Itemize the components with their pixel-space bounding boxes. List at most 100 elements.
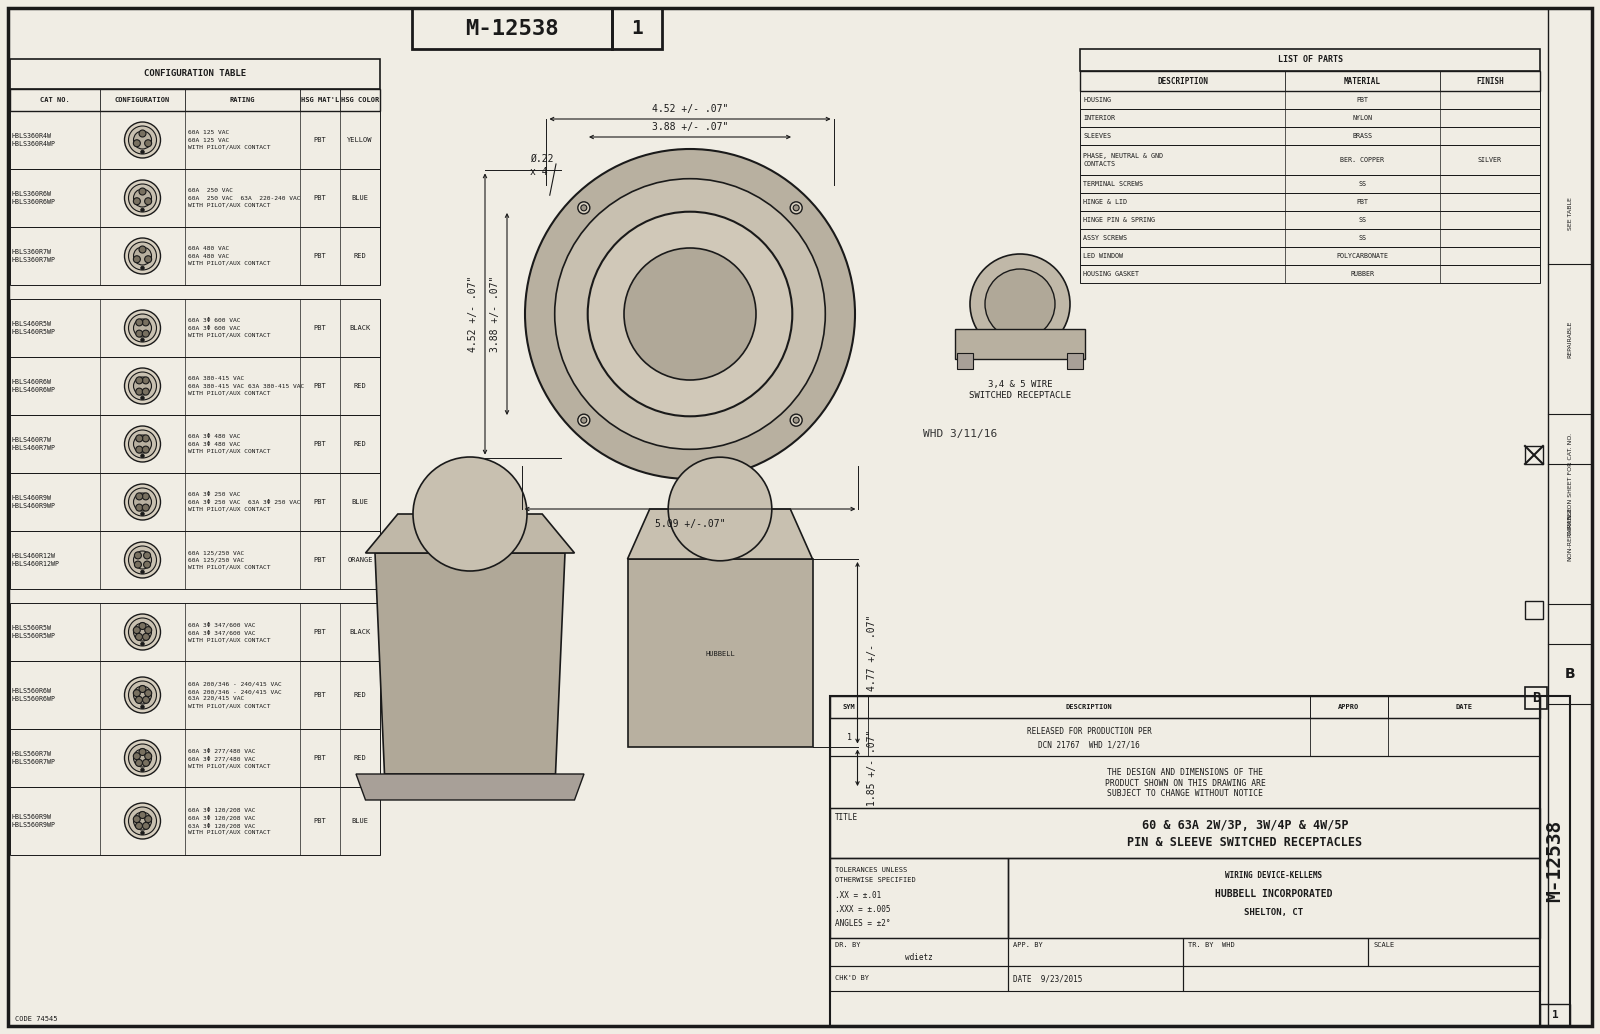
Text: PBT: PBT — [314, 136, 326, 143]
Circle shape — [128, 488, 157, 516]
Text: PRODUCT SHOWN ON THIS DRAWING ARE: PRODUCT SHOWN ON THIS DRAWING ARE — [1104, 779, 1266, 788]
Text: 60A 3Φ 480 VAC
60A 3Φ 480 VAC
WITH PILOT/AUX CONTACT: 60A 3Φ 480 VAC 60A 3Φ 480 VAC WITH PILOT… — [189, 434, 270, 454]
Text: RED: RED — [354, 253, 366, 258]
Circle shape — [134, 561, 141, 568]
Bar — [1080, 193, 1539, 211]
Bar — [611, 8, 662, 49]
Circle shape — [133, 197, 141, 205]
Text: RED: RED — [354, 440, 366, 447]
Text: DCN 21767  WHD 1/27/16: DCN 21767 WHD 1/27/16 — [1038, 740, 1139, 749]
Bar — [1008, 966, 1182, 991]
Text: CONFIGURATION: CONFIGURATION — [115, 97, 170, 103]
Text: 1: 1 — [1552, 1010, 1558, 1020]
Text: WIRING DEVICE-KELLEMS: WIRING DEVICE-KELLEMS — [1226, 871, 1323, 880]
Text: OTHERWISE SPECIFIED: OTHERWISE SPECIFIED — [835, 877, 915, 883]
Circle shape — [133, 690, 141, 697]
Circle shape — [128, 546, 157, 574]
Text: HOUSING GASKET: HOUSING GASKET — [1083, 271, 1139, 277]
Circle shape — [136, 493, 142, 499]
Text: DIMENSION SHEET FOR CAT. NO.: DIMENSION SHEET FOR CAT. NO. — [1568, 433, 1573, 535]
Text: LIST OF PARTS: LIST OF PARTS — [1277, 56, 1342, 64]
Text: RATING: RATING — [230, 97, 256, 103]
Circle shape — [133, 624, 152, 641]
Polygon shape — [627, 559, 813, 747]
Circle shape — [624, 248, 757, 381]
Circle shape — [128, 184, 157, 212]
Circle shape — [128, 744, 157, 772]
Text: PBT: PBT — [314, 499, 326, 505]
Text: PBT: PBT — [314, 440, 326, 447]
Bar — [830, 966, 1008, 991]
Bar — [1008, 858, 1539, 938]
Text: ANGLES = ±2°: ANGLES = ±2° — [835, 919, 891, 929]
Circle shape — [136, 634, 142, 640]
Bar — [10, 661, 381, 729]
Bar — [1067, 353, 1083, 369]
Bar — [830, 938, 1008, 966]
Text: CONFIGURATION TABLE: CONFIGURATION TABLE — [144, 69, 246, 79]
Circle shape — [136, 446, 142, 453]
Text: SWITCHED RECEPTACLE: SWITCHED RECEPTACLE — [970, 392, 1070, 400]
Text: 3,4 & 5 WIRE: 3,4 & 5 WIRE — [987, 379, 1053, 389]
Circle shape — [986, 269, 1054, 339]
Circle shape — [133, 255, 141, 263]
Text: PBT: PBT — [314, 818, 326, 824]
Bar — [830, 756, 1539, 808]
Text: ASSY SCREWS: ASSY SCREWS — [1083, 235, 1126, 241]
Circle shape — [133, 493, 152, 511]
Bar — [1080, 247, 1539, 265]
Bar — [1080, 265, 1539, 283]
Text: BLACK: BLACK — [349, 325, 371, 331]
Circle shape — [142, 696, 149, 703]
Text: HBLS460R9W
HBLS460R9WP: HBLS460R9W HBLS460R9WP — [13, 494, 56, 510]
Circle shape — [128, 314, 157, 342]
Bar — [957, 353, 973, 369]
Text: 1.85 +/- .07": 1.85 +/- .07" — [867, 730, 877, 805]
Text: PBT: PBT — [1357, 97, 1368, 103]
Text: NON-REPAIRABLE: NON-REPAIRABLE — [1568, 507, 1573, 561]
Text: 60A 380-415 VAC
60A 380-415 VAC 63A 380-415 VAC
WITH PILOT/AUX CONTACT: 60A 380-415 VAC 60A 380-415 VAC 63A 380-… — [189, 376, 304, 395]
Text: PBT: PBT — [314, 692, 326, 698]
Text: DESCRIPTION: DESCRIPTION — [1157, 77, 1208, 86]
Text: HINGE & LID: HINGE & LID — [1083, 199, 1126, 205]
Circle shape — [128, 681, 157, 709]
Circle shape — [133, 749, 152, 767]
Circle shape — [139, 246, 146, 253]
Circle shape — [125, 803, 160, 839]
Bar — [1080, 127, 1539, 145]
Circle shape — [133, 189, 152, 207]
Text: 60A 3Φ 277/480 VAC
60A 3Φ 277/480 VAC
WITH PILOT/AUX CONTACT: 60A 3Φ 277/480 VAC 60A 3Φ 277/480 VAC WI… — [189, 748, 270, 768]
Text: CODE 74545: CODE 74545 — [14, 1016, 58, 1022]
Text: 60A 3Φ 600 VAC
60A 3Φ 600 VAC
WITH PILOT/AUX CONTACT: 60A 3Φ 600 VAC 60A 3Φ 600 VAC WITH PILOT… — [189, 318, 270, 337]
Circle shape — [125, 310, 160, 346]
Circle shape — [125, 238, 160, 274]
Circle shape — [142, 446, 149, 453]
Bar — [1525, 446, 1542, 464]
Bar — [955, 329, 1085, 359]
Circle shape — [141, 570, 144, 574]
Text: wdietz: wdietz — [906, 953, 933, 962]
Bar — [1008, 938, 1182, 966]
Text: PBT: PBT — [314, 557, 326, 562]
Circle shape — [133, 627, 141, 634]
Circle shape — [141, 831, 144, 834]
Circle shape — [133, 816, 141, 823]
Circle shape — [128, 430, 157, 458]
Text: HBLS560R5W
HBLS560R5WP: HBLS560R5W HBLS560R5WP — [13, 625, 56, 639]
Text: HBLS460R12W
HBLS460R12WP: HBLS460R12W HBLS460R12WP — [13, 553, 61, 568]
Bar — [10, 531, 381, 589]
Text: HBLS460R5W
HBLS460R5WP: HBLS460R5W HBLS460R5WP — [13, 321, 56, 335]
Circle shape — [581, 417, 587, 423]
Bar — [10, 729, 381, 787]
Circle shape — [125, 484, 160, 520]
Circle shape — [136, 388, 142, 395]
Text: 1: 1 — [846, 732, 851, 741]
Text: RELEASED FOR PRODUCTION PER: RELEASED FOR PRODUCTION PER — [1027, 727, 1152, 736]
Circle shape — [125, 122, 160, 158]
Circle shape — [669, 457, 771, 560]
Text: BER. COPPER: BER. COPPER — [1341, 157, 1384, 163]
Circle shape — [125, 180, 160, 216]
Circle shape — [144, 552, 150, 559]
Circle shape — [142, 493, 149, 499]
Circle shape — [794, 205, 798, 211]
